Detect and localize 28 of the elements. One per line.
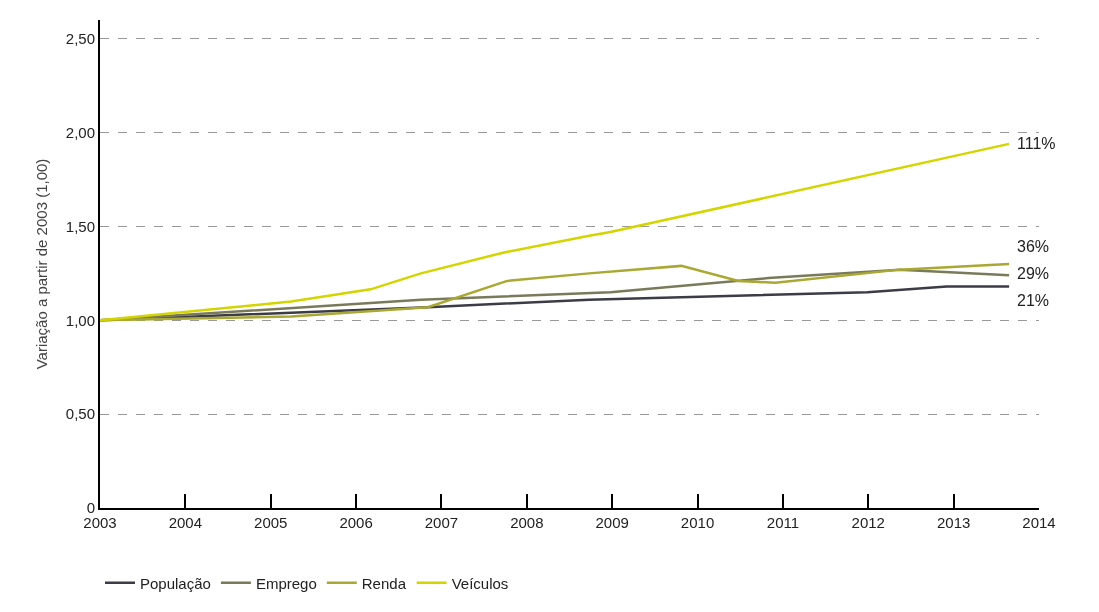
x-tick-label: 2011	[766, 514, 800, 531]
x-tick-label: 2012	[851, 514, 885, 531]
x-tick-label: 2007	[424, 514, 459, 531]
y-tick-label: 1,50	[65, 217, 95, 235]
x-tick-label: 2014	[1022, 514, 1056, 531]
y-tick-label: 0	[86, 499, 95, 517]
x-tick-label: 2005	[254, 514, 288, 531]
y-tick-label: 2,50	[65, 30, 95, 48]
annotation: 21%	[1017, 292, 1050, 309]
x-tick-label: 2009	[595, 514, 629, 531]
legend-label: Emprego	[255, 574, 317, 592]
x-tick-label: 2003	[83, 514, 117, 531]
x-tick-label: 2006	[339, 514, 373, 531]
legend-label: Renda	[361, 574, 407, 592]
y-tick-label: 1,00	[65, 311, 95, 329]
y-tick-label: 0,50	[65, 405, 95, 423]
legend-label: Veículos	[451, 574, 509, 592]
x-tick-label: 2004	[168, 514, 203, 531]
x-tick-label: 2013	[936, 514, 971, 531]
annotation: 36%	[1017, 238, 1050, 255]
line-series	[100, 142, 1011, 322]
y-tick-label: 2,00	[65, 123, 95, 141]
legend-label: População	[140, 574, 211, 592]
annotation: 111%	[1017, 135, 1056, 152]
x-tick-label: 2008	[510, 514, 544, 531]
x-tick-label: 2010	[680, 514, 715, 531]
y-axis-title: Variação a partir de 2003 (1,00)	[32, 158, 50, 370]
annotation: 29%	[1017, 265, 1050, 282]
